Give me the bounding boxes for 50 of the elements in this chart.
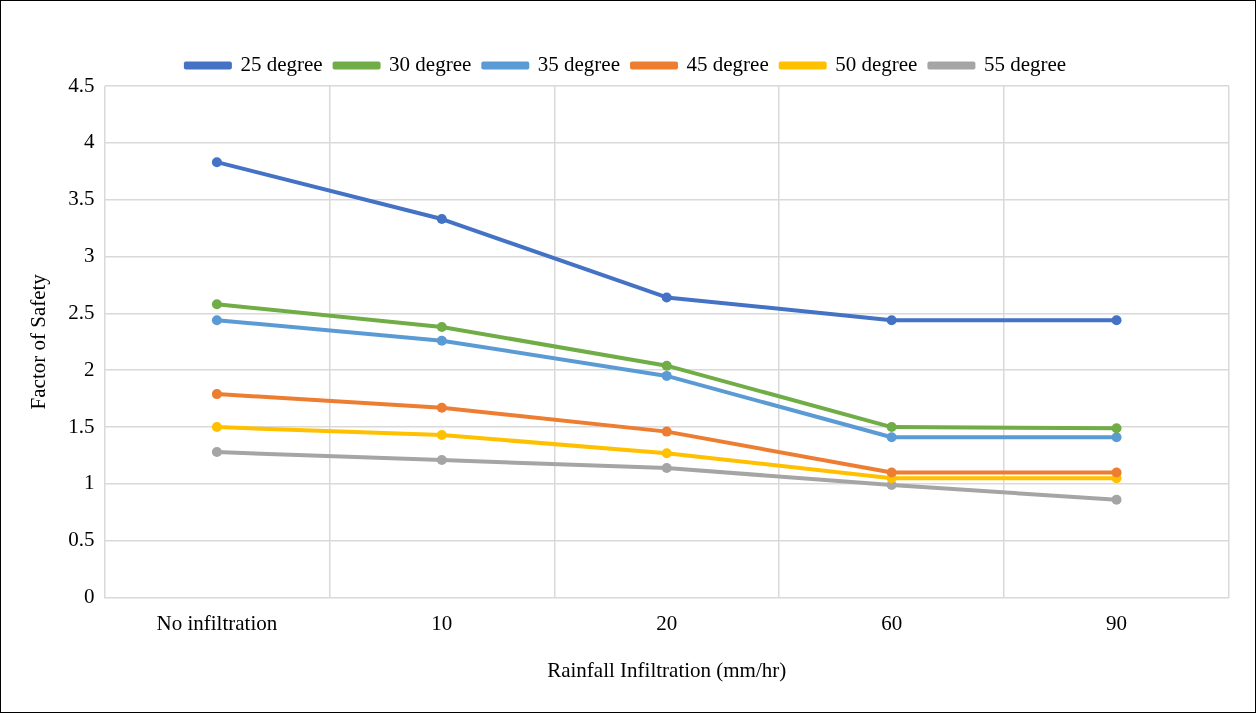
point (1111, 315, 1122, 326)
x-axis-title: Rainfall Infiltration (mm/hr) (547, 657, 787, 682)
point (886, 422, 897, 433)
y-tick-label: 1.5 (68, 413, 95, 438)
y-tick-label: 3.5 (68, 186, 95, 211)
point (1111, 467, 1122, 478)
point (211, 299, 222, 310)
point (436, 455, 447, 466)
point (211, 389, 222, 400)
point (886, 467, 897, 478)
point (661, 360, 672, 371)
point (1111, 432, 1122, 443)
point (211, 422, 222, 433)
point (211, 447, 222, 458)
legend-label: 45 degree (686, 52, 769, 77)
point (436, 335, 447, 346)
x-tick-label: 20 (656, 610, 678, 635)
x-tick-label: 90 (1106, 610, 1128, 635)
legend-label: 35 degree (537, 52, 621, 77)
point (211, 315, 222, 326)
point (661, 448, 672, 459)
y-tick-label: 2.5 (68, 299, 95, 324)
y-tick-label: 4.5 (68, 72, 95, 97)
legend-label: 50 degree (835, 52, 918, 77)
legend-label: 30 degree (389, 52, 472, 77)
point (661, 292, 672, 303)
point (886, 432, 897, 443)
point (211, 157, 222, 168)
point (436, 214, 447, 225)
x-tick-label: 60 (881, 610, 903, 635)
legend-label: 25 degree (240, 52, 323, 77)
point (436, 430, 447, 441)
y-tick-label: 0.5 (68, 527, 95, 552)
point (436, 402, 447, 413)
y-tick-label: 4 (83, 129, 95, 154)
point (661, 463, 672, 473)
x-tick-label: No infiltration (156, 610, 278, 635)
point (661, 370, 672, 381)
point (661, 426, 672, 437)
x-tick-label: 10 (431, 610, 453, 635)
point (886, 315, 897, 326)
y-tick-label: 2 (83, 356, 95, 381)
y-tick-label: 3 (83, 243, 95, 268)
y-tick-label: 1 (83, 470, 95, 495)
y-tick-label: 0 (83, 584, 95, 609)
point (1111, 423, 1122, 434)
point (1111, 494, 1122, 505)
y-axis-title: Factor of Safety (26, 273, 51, 410)
point (436, 322, 447, 333)
legend-label: 55 degree (983, 52, 1067, 77)
